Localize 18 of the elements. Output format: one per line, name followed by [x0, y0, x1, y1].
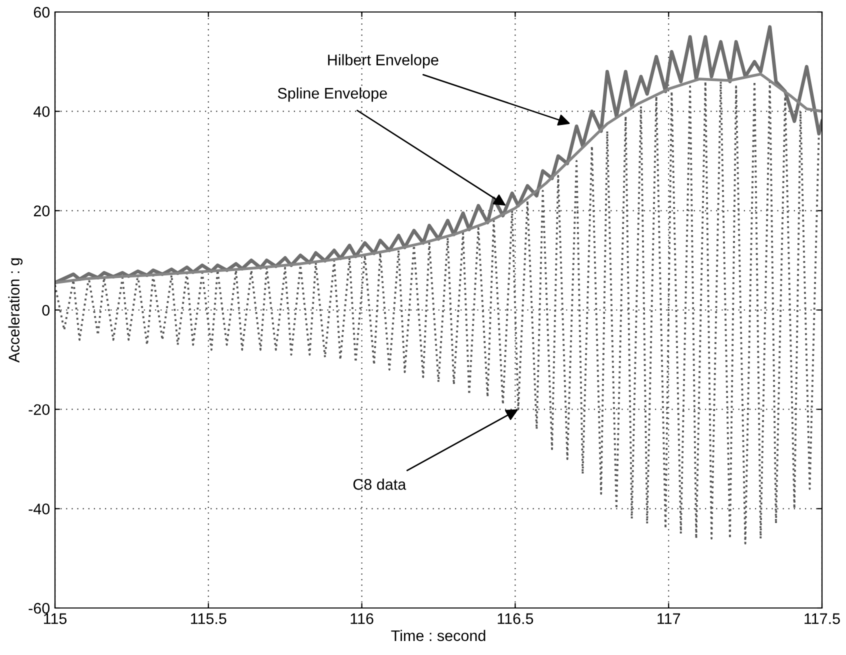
annotation: Spline Envelope	[278, 87, 387, 102]
y-tick-label: -40	[28, 504, 50, 514]
annotation: Hilbert Envelope	[328, 54, 438, 68]
y-tick-label: 60	[34, 6, 50, 18]
y-tick-label: 0	[42, 304, 50, 316]
x-tick-label: 116	[350, 613, 374, 624]
x-tick-label: 116.5	[498, 613, 534, 624]
x-tick-label: 115	[44, 613, 67, 624]
y-tick-label: 20	[34, 206, 50, 216]
y-tick-label: -20	[28, 404, 50, 416]
y-tick-label: 40	[34, 106, 50, 118]
x-tick-label: 117.5	[804, 613, 840, 624]
y-axis-title: Acceleration : g	[8, 258, 23, 363]
x-tick-label: 117	[658, 613, 680, 624]
x-axis-title: Time : second	[391, 630, 486, 642]
x-tick-label: 115.5	[191, 613, 226, 624]
annotation: C8 data	[353, 478, 406, 490]
y-tick-label: -60	[28, 602, 50, 614]
